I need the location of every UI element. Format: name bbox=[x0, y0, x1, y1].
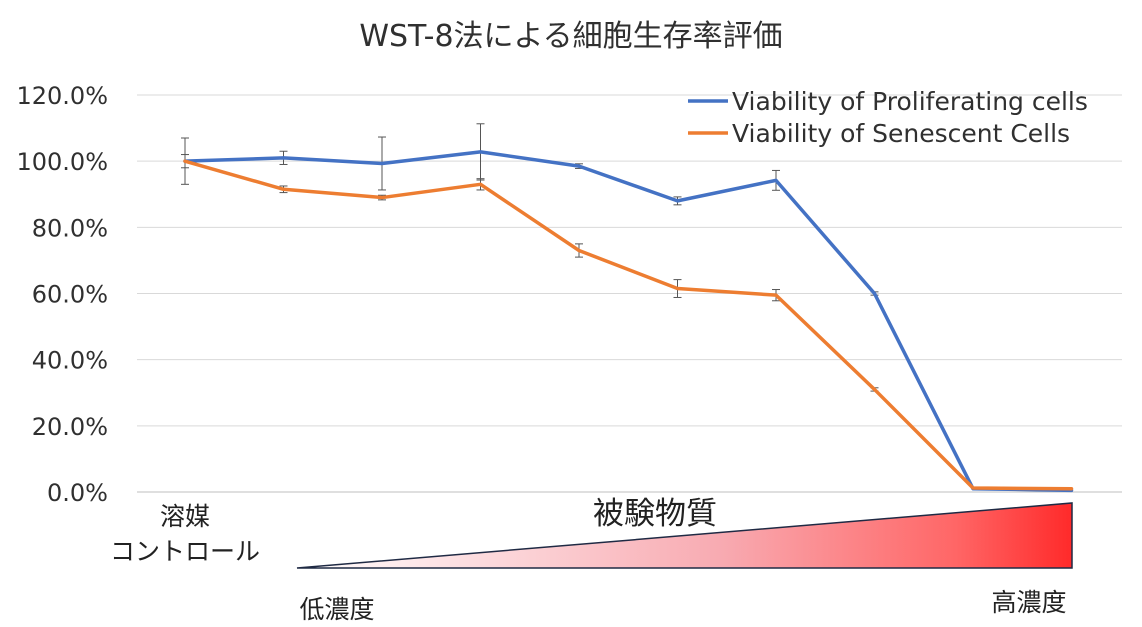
y-tick-label: 60.0% bbox=[32, 281, 108, 309]
plot-area bbox=[181, 123, 1074, 493]
series-line bbox=[183, 150, 1074, 493]
data-point bbox=[577, 164, 581, 168]
y-tick-label: 120.0% bbox=[16, 82, 108, 110]
legend-label-proliferating: Viability of Proliferating cells bbox=[732, 87, 1088, 116]
data-point bbox=[774, 178, 778, 182]
y-tick-label: 0.0% bbox=[47, 479, 108, 507]
data-point bbox=[380, 196, 384, 200]
data-point bbox=[676, 287, 679, 291]
legend-label-senescent: Viability of Senescent Cells bbox=[732, 119, 1070, 148]
data-point bbox=[873, 292, 876, 295]
control-label-line2: コントロール bbox=[110, 537, 260, 566]
data-point bbox=[282, 187, 285, 191]
data-point bbox=[971, 486, 975, 490]
test-substance-label: 被験物質 bbox=[593, 496, 717, 532]
data-point bbox=[676, 199, 679, 203]
data-point bbox=[479, 150, 482, 154]
data-point bbox=[479, 182, 482, 186]
y-tick-label: 20.0% bbox=[32, 413, 108, 441]
data-point bbox=[1070, 487, 1073, 491]
data-point bbox=[873, 387, 876, 391]
low-concentration-label: 低濃度 bbox=[299, 595, 374, 624]
y-tick-label: 80.0% bbox=[32, 214, 108, 242]
data-point bbox=[183, 159, 187, 163]
series-1 bbox=[181, 154, 1074, 491]
concentration-gradient-wedge bbox=[296, 502, 1073, 569]
series-line bbox=[183, 159, 1074, 491]
concentration-annotation: 溶媒 コントロール 被験物質 低濃度 高濃度 bbox=[110, 496, 1073, 624]
data-point bbox=[577, 248, 581, 252]
control-label-line1: 溶媒 bbox=[160, 502, 210, 531]
y-axis: 0.0% 20.0% 40.0% 60.0% 80.0% 100.0% 120.0% bbox=[16, 82, 108, 507]
data-point bbox=[774, 293, 778, 297]
data-point bbox=[380, 161, 384, 165]
y-tick-label: 40.0% bbox=[32, 347, 108, 375]
legend: Viability of Proliferating cells Viabili… bbox=[688, 87, 1088, 148]
y-tick-label: 100.0% bbox=[16, 148, 108, 176]
series-0 bbox=[181, 123, 1074, 493]
chart-title: WST-8法による細胞生存率評価 bbox=[359, 19, 782, 54]
grid bbox=[137, 94, 1122, 493]
data-point bbox=[282, 156, 285, 160]
high-concentration-label: 高濃度 bbox=[991, 588, 1066, 617]
